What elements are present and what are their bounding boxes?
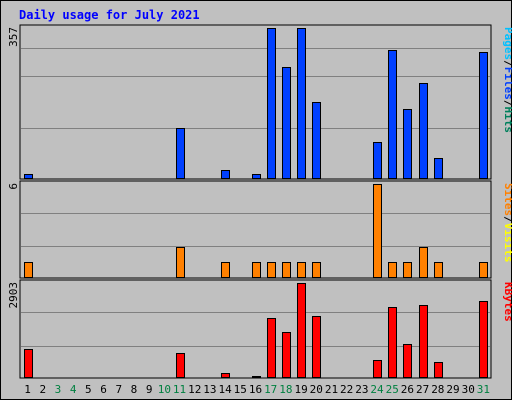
x-tick-label: 27 <box>416 383 429 396</box>
x-tick-label: 31 <box>477 383 490 396</box>
x-tick-label: 25 <box>386 383 399 396</box>
legend-entry: Sites <box>502 183 512 216</box>
bar-files-day-19 <box>297 28 306 179</box>
legend-entry: KBytes <box>502 282 512 322</box>
x-tick-label: 5 <box>85 383 92 396</box>
panel-legend: Sites/Visits <box>502 183 512 263</box>
legend-entry: Pages <box>502 27 512 60</box>
panel-frame <box>19 24 492 180</box>
bar-kbytes-day-26 <box>403 344 412 378</box>
x-tick-label: 29 <box>446 383 459 396</box>
x-tick-label: 11 <box>173 383 186 396</box>
x-tick-label: 28 <box>431 383 444 396</box>
x-tick-label: 20 <box>310 383 323 396</box>
legend-entry: / <box>502 216 512 223</box>
panel-frame <box>19 279 492 379</box>
bar-files-day-20 <box>312 102 321 179</box>
x-tick-label: 21 <box>325 383 338 396</box>
x-tick-label: 1 <box>24 383 31 396</box>
chart-title: Daily usage for July 2021 <box>19 8 200 22</box>
x-tick-label: 8 <box>131 383 138 396</box>
bar-sites-day-31 <box>479 262 488 278</box>
bar-kbytes-day-1 <box>24 349 33 378</box>
x-tick-label: 22 <box>340 383 353 396</box>
bar-kbytes-day-31 <box>479 301 488 378</box>
bar-sites-day-27 <box>419 247 428 278</box>
bar-files-day-16 <box>252 174 261 179</box>
x-tick-label: 10 <box>158 383 171 396</box>
bar-files-day-27 <box>419 83 428 179</box>
bar-sites-day-20 <box>312 262 321 278</box>
panel-2: 6 Sites/Visits <box>7 180 512 279</box>
x-tick-label: 15 <box>234 383 247 396</box>
bar-sites-day-14 <box>221 262 230 278</box>
x-tick-label: 23 <box>355 383 368 396</box>
x-tick-label: 24 <box>370 383 384 396</box>
bar-kbytes-day-19 <box>297 283 306 378</box>
x-tick-label: 3 <box>55 383 62 396</box>
bar-kbytes-day-27 <box>419 305 428 378</box>
x-tick-label: 13 <box>203 383 216 396</box>
x-tick-label: 16 <box>249 383 262 396</box>
bar-files-day-26 <box>403 109 412 179</box>
bar-files-day-24 <box>373 142 382 179</box>
x-tick-label: 7 <box>115 383 122 396</box>
panel-3: 2903 KBytes <box>7 279 512 379</box>
bar-kbytes-day-20 <box>312 316 321 378</box>
x-tick-label: 6 <box>100 383 107 396</box>
bar-sites-day-19 <box>297 262 306 278</box>
panel-max-label: 357 <box>7 27 20 47</box>
x-tick-label: 12 <box>188 383 201 396</box>
legend-entry: Files <box>502 67 512 100</box>
x-tick-label: 17 <box>264 383 277 396</box>
bar-files-day-14 <box>221 170 230 179</box>
panel-frame <box>19 180 492 279</box>
bar-sites-day-28 <box>434 262 443 278</box>
bar-kbytes-day-17 <box>267 318 276 378</box>
legend-entry: / <box>502 60 512 67</box>
legend-entry: / <box>502 100 512 107</box>
legend-entry: Hits <box>502 107 512 134</box>
bar-files-day-11 <box>176 128 185 179</box>
panel-max-label: 2903 <box>7 282 20 309</box>
x-axis: 1 2 3 4 5 6 7 8 9 10 11 12 13 14 15 16 17 18 19 20 21 22 23 24 2… <box>24 383 490 396</box>
panel-max-label: 6 <box>7 183 20 190</box>
bar-sites-day-18 <box>282 262 291 278</box>
bar-sites-day-11 <box>176 247 185 278</box>
panel-legend: Pages/Files/Hits <box>502 27 512 133</box>
x-tick-label: 2 <box>39 383 46 396</box>
bar-files-day-28 <box>434 158 443 179</box>
bar-files-day-1 <box>24 174 33 179</box>
bar-sites-day-24 <box>373 184 382 278</box>
bar-kbytes-day-25 <box>388 307 397 378</box>
x-tick-label: 4 <box>70 383 77 396</box>
bar-kbytes-day-14 <box>221 373 230 378</box>
x-tick-label: 19 <box>294 383 307 396</box>
bar-sites-day-25 <box>388 262 397 278</box>
bar-sites-day-16 <box>252 262 261 278</box>
bar-kbytes-day-24 <box>373 360 382 378</box>
bar-kbytes-day-28 <box>434 362 443 378</box>
bar-kbytes-day-16 <box>252 376 261 378</box>
x-tick-label: 30 <box>462 383 475 396</box>
bar-files-day-25 <box>388 50 397 179</box>
x-tick-label: 18 <box>279 383 292 396</box>
bar-sites-day-17 <box>267 262 276 278</box>
chart-panels: 357Pages/Files/Hits6Sites/Visits2903KByt… <box>7 24 512 379</box>
bar-kbytes-day-11 <box>176 353 185 378</box>
bar-files-day-17 <box>267 28 276 179</box>
x-tick-label: 14 <box>218 383 232 396</box>
panel-legend: KBytes <box>502 282 512 322</box>
legend-entry: Visits <box>502 223 512 263</box>
bar-files-day-31 <box>479 52 488 179</box>
bar-kbytes-day-18 <box>282 332 291 378</box>
x-tick-label: 9 <box>146 383 153 396</box>
bar-files-day-18 <box>282 67 291 179</box>
bar-sites-day-1 <box>24 262 33 278</box>
x-tick-label: 26 <box>401 383 414 396</box>
bar-sites-day-26 <box>403 262 412 278</box>
